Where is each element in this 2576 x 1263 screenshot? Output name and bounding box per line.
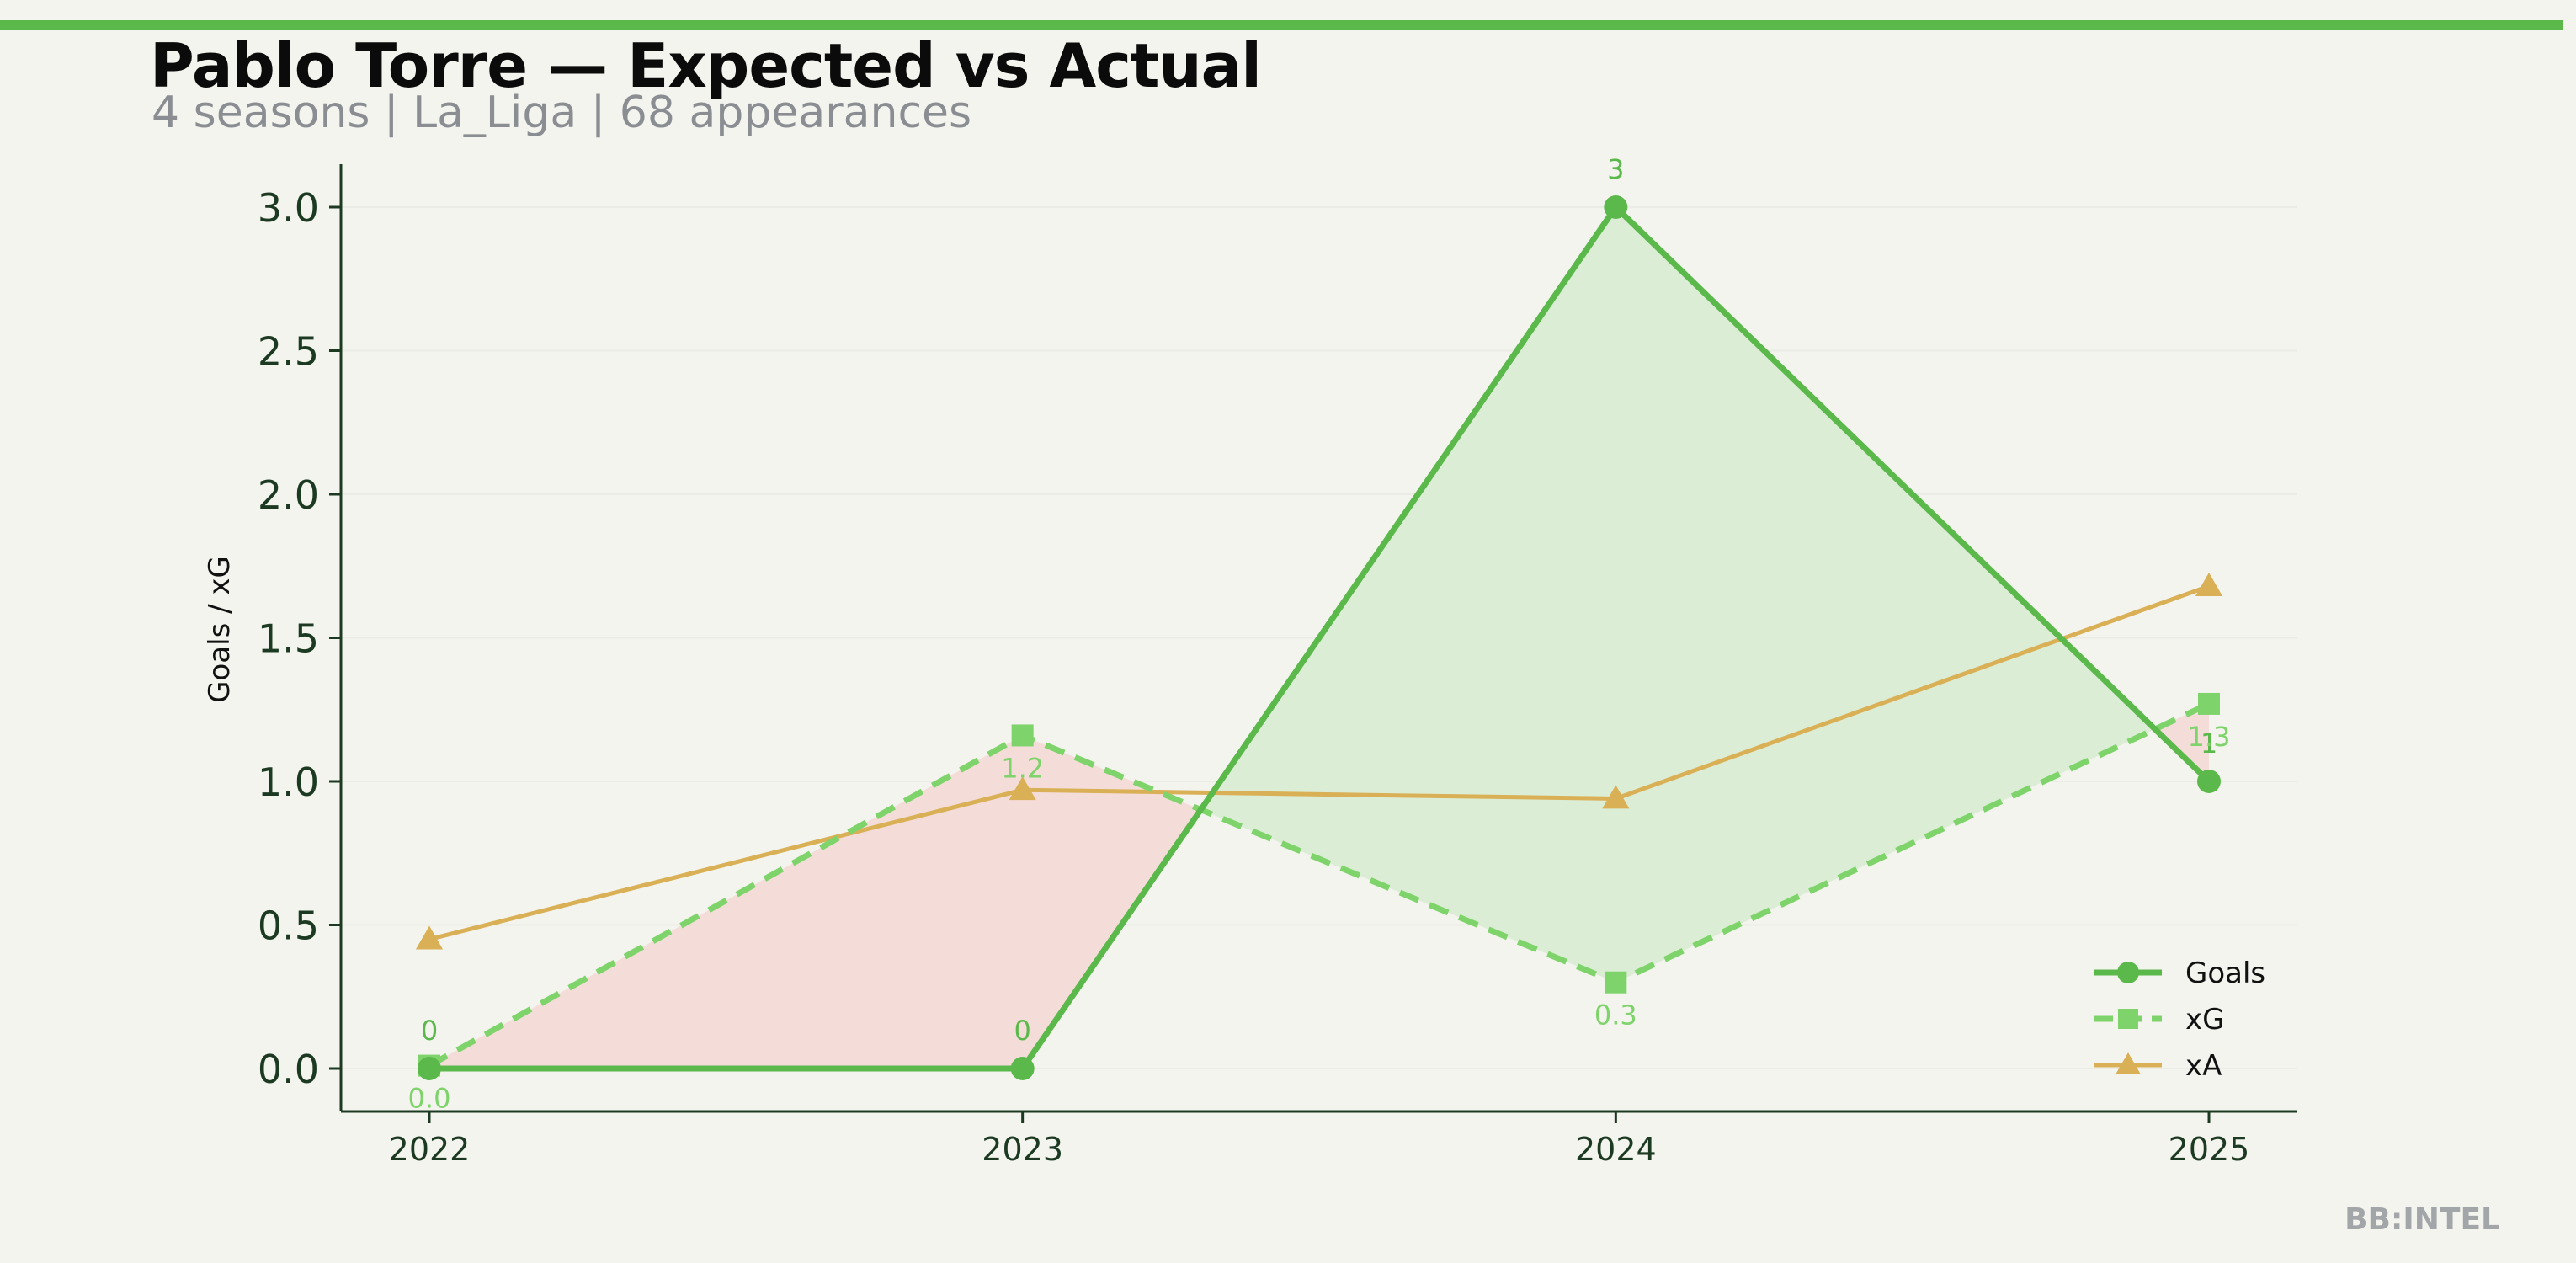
y-tick-label: 0.0 — [258, 1047, 319, 1092]
y-tick-label: 3.0 — [258, 185, 319, 231]
x-tick-label: 2022 — [389, 1131, 471, 1168]
chart-subtitle: 4 seasons | La_Liga | 68 appearances — [152, 88, 972, 138]
xa-point — [415, 925, 444, 950]
accent-top-bar — [0, 20, 2563, 30]
goals-point — [1010, 1057, 1035, 1080]
axes: 0.0 0.5 1.0 1.5 2.0 2.5 3.0 2022 2023 2024 2025 Goa… — [203, 164, 2297, 1168]
overperformance-area — [1200, 207, 2155, 983]
data-labels: 0 0 3 1 0.0 1.2 0.3 1.3 — [408, 153, 2231, 1115]
series-lines — [415, 195, 2223, 1080]
xg-data-label: 1.3 — [2188, 721, 2231, 753]
goals-data-label: 0 — [1014, 1015, 1030, 1047]
brand-watermark: BB:INTEL — [2344, 1202, 2500, 1237]
goals-data-label: 1 — [2201, 727, 2217, 759]
xg-point — [1605, 971, 1627, 994]
legend-marker-xa — [2116, 1052, 2141, 1074]
legend-label-goals: Goals — [2185, 957, 2265, 990]
y-tick-label: 0.5 — [258, 903, 319, 949]
xg-point — [1011, 724, 1034, 747]
xg-point — [2198, 692, 2220, 715]
xg-data-label: 1.2 — [1001, 752, 1044, 784]
y-tick-label: 2.0 — [258, 472, 319, 518]
goals-point — [2197, 770, 2221, 793]
xg-line — [428, 701, 2211, 1068]
underperformance-area — [429, 735, 1201, 1068]
legend-marker-xg — [2118, 1009, 2138, 1029]
y-tick-label: 2.5 — [258, 329, 319, 375]
y-tick-label: 1.0 — [258, 759, 319, 805]
xg-data-label: 0.3 — [1594, 999, 1637, 1031]
xa-point — [1602, 785, 1630, 809]
xa-point — [2195, 573, 2223, 597]
legend-marker-goals — [2117, 962, 2139, 983]
x-tick-label: 2025 — [2169, 1131, 2250, 1168]
xa-line — [428, 584, 2210, 941]
chart-title: Pablo Torre — Expected vs Actual — [150, 30, 1262, 101]
legend: Goals xG xA — [2094, 957, 2265, 1083]
performance-fill — [429, 207, 2209, 1068]
goals-point — [1604, 195, 1628, 219]
legend-label-xa: xA — [2185, 1049, 2222, 1083]
goals-point — [418, 1057, 441, 1080]
goals-line — [429, 204, 2211, 1072]
goals-data-label: 3 — [1607, 153, 1624, 185]
y-tick-label: 1.5 — [258, 616, 319, 662]
xg-data-label: 0.0 — [408, 1083, 451, 1115]
xa-point — [1009, 776, 1036, 801]
y-axis-label: Goals / xG — [203, 556, 237, 703]
x-tick-label: 2023 — [982, 1131, 1063, 1168]
x-tick-label: 2024 — [1575, 1131, 1657, 1168]
legend-label-xg: xG — [2185, 1003, 2224, 1037]
goals-data-label: 0 — [421, 1015, 438, 1047]
